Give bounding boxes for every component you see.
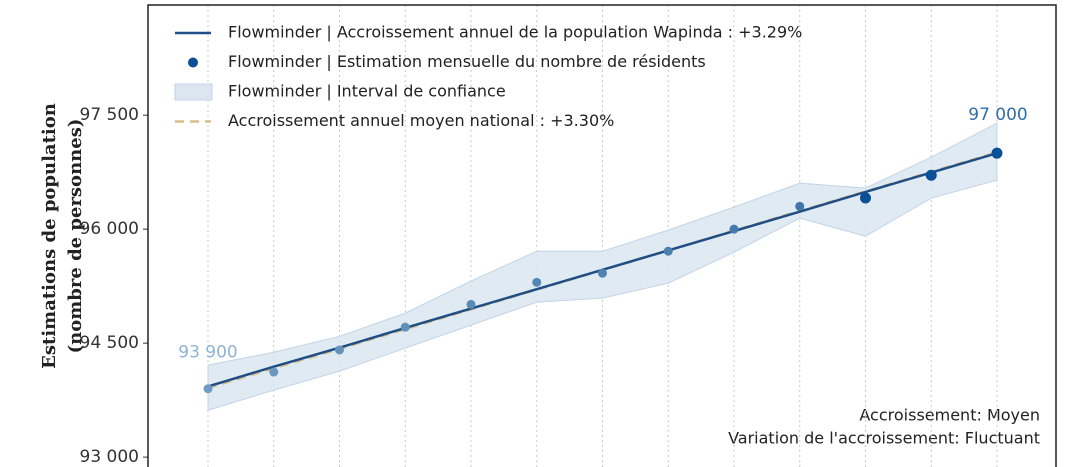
legend-label: Accroissement annuel moyen national : +3… (228, 111, 614, 130)
data-point (598, 268, 607, 278)
y-tick-label: 93 000 (80, 447, 139, 467)
legend-swatch (174, 83, 213, 101)
data-point (663, 246, 673, 256)
annotation: Accroissement: Moyen (859, 406, 1040, 425)
data-point (203, 384, 213, 394)
y-tick-label: 94 500 (80, 333, 139, 353)
plot-frame (147, 4, 1057, 467)
legend-label: Flowminder | Accroissement annuel de la … (228, 23, 802, 42)
annotation: Variation de l'accroissement: Fluctuant (728, 429, 1040, 448)
data-point (466, 299, 476, 309)
data-label: 93 900 (178, 343, 237, 363)
confidence-band (207, 122, 998, 411)
data-label: 97 000 (968, 105, 1027, 125)
legend-label: Flowminder | Interval de confiance (228, 82, 506, 101)
data-point (925, 169, 937, 181)
data-point (729, 224, 739, 234)
y-tick-label: 97 500 (80, 105, 139, 125)
data-point (532, 277, 542, 287)
y-axis-label: (nombre de personnes) (65, 119, 86, 354)
y-tick-label: 96 000 (80, 219, 139, 239)
data-point (795, 201, 805, 211)
data-point (335, 345, 344, 355)
legend-swatch (188, 57, 198, 68)
y-axis-label: Estimations de population (39, 103, 60, 369)
data-point (269, 367, 279, 377)
data-point (991, 147, 1003, 159)
data-point (400, 322, 410, 332)
data-point (860, 192, 871, 204)
legend-label: Flowminder | Estimation mensuelle du nom… (228, 52, 706, 71)
